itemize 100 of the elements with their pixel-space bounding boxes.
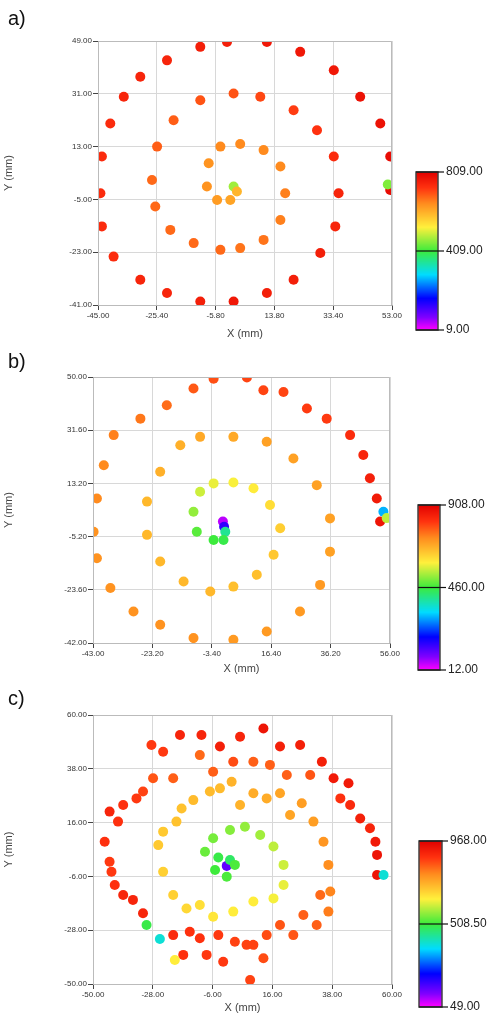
point [195,296,206,305]
point [288,274,299,285]
point [228,88,239,99]
x-tick-label: 36.20 [320,649,342,658]
point [155,466,166,477]
y-tick-label: -23.60 [64,585,88,594]
point [225,194,236,205]
y-tick-label: 31.60 [66,425,88,435]
x-tick-label: -45.00 [86,311,110,320]
point [228,431,239,442]
y-tick-label: -23.00 [69,247,93,257]
x-tick-label: 38.00 [322,990,343,999]
point [228,581,239,592]
point [188,383,199,394]
x-tick-label: -23.20 [141,649,165,658]
point [268,549,279,560]
point [195,95,206,106]
x-tick-label: -50.00 [81,990,105,999]
point [371,493,382,504]
y-axis-title: Y (mm) [1,492,14,528]
point [275,214,286,225]
point [382,179,392,190]
color-bar-label: 409.00 [446,243,484,258]
point [93,553,102,564]
y-tick-label: 49.00 [71,36,93,46]
point [280,188,291,199]
point [152,141,163,152]
point [251,569,262,580]
x-axis-title: X (mm) [226,327,264,340]
point [333,188,344,199]
chart-title: c) [8,686,25,710]
point [161,400,172,411]
point [188,238,199,249]
y-tick-label: 38.00 [66,764,88,773]
x-tick-label: -43.00 [81,649,105,658]
point [228,477,239,488]
point [288,105,299,116]
point [255,91,266,102]
color-bar-label: 508.50 [450,916,488,931]
point [188,633,199,643]
point [118,91,129,102]
point [275,161,286,172]
x-tick-label: 60.00 [381,990,403,999]
point [358,450,369,461]
point [191,526,202,537]
point [325,546,335,557]
point [381,513,390,524]
point [261,626,272,637]
x-tick-label: -5.80 [206,311,226,320]
point [228,634,239,643]
point [155,556,166,567]
point [195,431,206,442]
color-bar-label: 809.00 [446,164,484,179]
point [155,619,166,630]
y-axis-title: Y (mm) [1,831,14,868]
color-bar-label: 9.00 [446,322,470,337]
x-tick-label: 53.00 [381,311,403,320]
point [345,430,356,441]
point [315,248,326,259]
y-tick-label: -50.00 [64,979,88,989]
point [355,91,366,102]
x-tick-label: -25.40 [145,311,169,320]
color-bar-label: 908.00 [448,497,486,512]
point [248,483,259,494]
point [312,125,322,136]
point [215,244,226,255]
point [258,385,269,396]
point [218,535,229,546]
point [128,606,139,617]
point [162,287,172,298]
point [212,194,223,205]
x-tick-label: 56.00 [379,649,401,658]
color-bar-label: 12.00 [448,662,479,677]
y-tick-label: 16.00 [66,817,88,827]
x-tick-label: 33.40 [323,311,344,320]
x-tick-label: 16.40 [261,649,282,658]
point [261,436,272,447]
point [328,151,339,162]
point [295,46,306,57]
x-tick-label: -3.40 [202,649,222,658]
point [325,513,335,524]
y-tick-label: 31.00 [71,89,93,98]
y-tick-label: 13.20 [66,478,88,488]
point [98,221,107,232]
point [235,243,246,254]
x-axis-title: X (mm) [223,662,260,675]
point [261,287,272,298]
point [135,413,146,424]
point [175,440,186,451]
point [108,251,119,262]
color-bar-label: 968.00 [450,833,488,848]
y-tick-label: -6.00 [68,871,88,881]
point [258,145,269,156]
point [364,473,375,484]
chart-title: b) [8,349,26,373]
x-tick-label: -28.00 [141,990,165,999]
point [375,118,386,129]
color-bar-label: 49.00 [450,999,481,1014]
point [208,478,219,489]
point [168,115,179,126]
